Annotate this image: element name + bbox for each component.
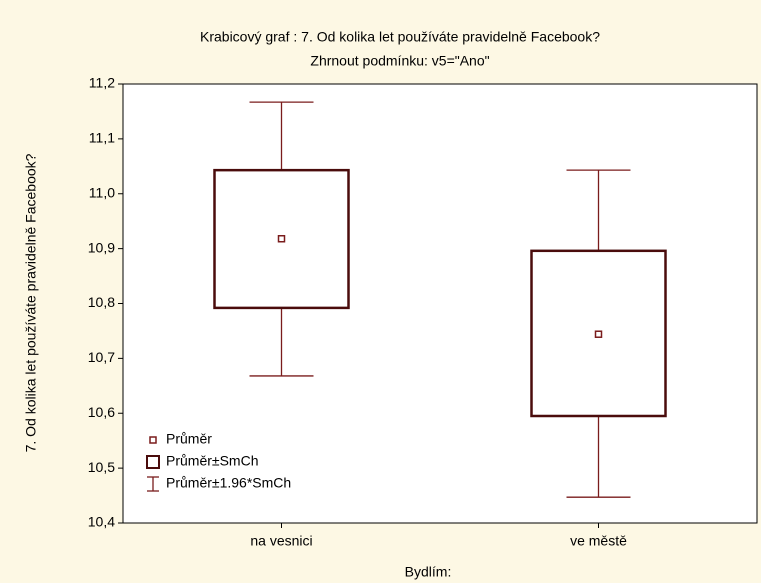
box — [213, 168, 350, 310]
box — [530, 249, 667, 418]
x-tick-label: ve městě — [570, 533, 627, 549]
legend-label: Průměr±1.96*SmCh — [166, 475, 291, 491]
legend-mean-icon — [149, 436, 157, 444]
legend-label: Průměr — [166, 431, 212, 447]
x-tick-label: na vesnici — [250, 533, 312, 549]
y-tick-label: 11,1 — [89, 130, 115, 146]
y-tick-label: 10,7 — [88, 349, 115, 365]
y-tick-label: 10,4 — [88, 514, 115, 530]
y-tick-label: 10,6 — [88, 404, 115, 420]
chart-title: Krabicový graf : 7. Od kolika let použív… — [200, 29, 600, 45]
mean-marker — [277, 234, 286, 243]
y-tick-label: 10,5 — [88, 459, 115, 475]
y-tick-label: 11,0 — [89, 184, 115, 200]
y-tick-label: 11,2 — [89, 75, 115, 91]
mean-marker — [594, 330, 603, 338]
plot-area — [122, 83, 758, 524]
legend-label: Průměr±SmCh — [166, 453, 258, 469]
chart-subtitle: Zhrnout podmínku: v5="Ano" — [310, 53, 489, 69]
y-axis-label: 7. Od kolika let používáte pravidelně Fa… — [23, 153, 39, 452]
legend-box-icon — [146, 455, 160, 469]
y-tick-label: 10,9 — [88, 239, 115, 255]
x-axis-label: Bydlím: — [405, 564, 452, 580]
y-tick-label: 10,8 — [88, 294, 115, 310]
